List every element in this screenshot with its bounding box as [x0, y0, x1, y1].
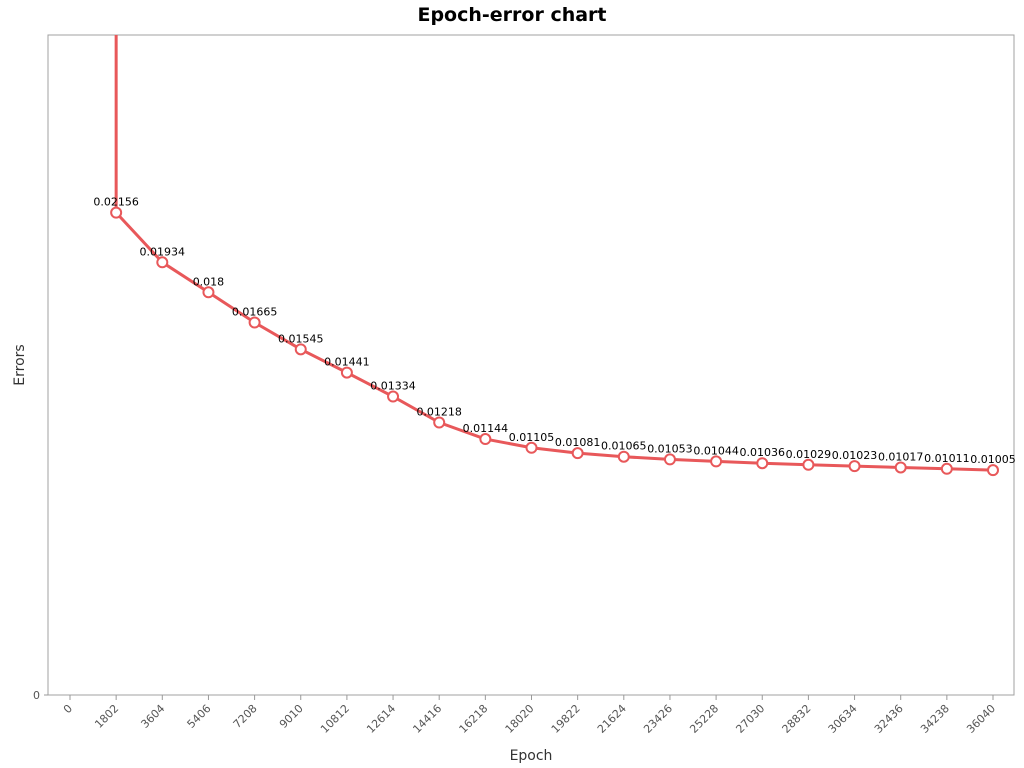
data-label: 0.01029: [786, 448, 832, 461]
x-tick-label: 0: [61, 702, 75, 716]
x-tick-label: 5406: [185, 702, 214, 731]
x-tick-label: 9010: [277, 702, 306, 731]
x-tick-label: 21624: [595, 702, 629, 736]
data-label: 0.01441: [324, 356, 370, 369]
data-label: 0.01665: [232, 305, 278, 318]
x-tick-label: 34238: [918, 702, 952, 736]
x-tick-label: 30634: [826, 702, 860, 736]
data-label: 0.01053: [647, 442, 693, 455]
chart-title: Epoch-error chart: [417, 4, 606, 26]
data-point: [848, 460, 861, 473]
data-point: [617, 450, 630, 463]
y-axis-ticks: 0: [33, 689, 48, 702]
data-point: [525, 441, 538, 454]
data-point: [571, 447, 584, 460]
data-point: [894, 461, 907, 474]
data-label: 0.01036: [740, 446, 786, 459]
x-tick-label: 1802: [92, 702, 121, 731]
data-label: 0.01545: [278, 332, 324, 345]
x-tick-label: 3604: [138, 702, 167, 731]
data-label: 0.01218: [416, 405, 462, 418]
data-point: [387, 390, 400, 403]
x-tick-label: 18020: [503, 702, 537, 736]
data-point: [202, 286, 215, 299]
x-axis-label: Epoch: [510, 748, 553, 764]
data-label: 0.01144: [463, 422, 509, 435]
data-point: [987, 464, 999, 477]
plot-area: [47, 34, 1015, 696]
data-labels-group: 0.02156 0.01934 0.018 0.01665 0.015450.01441…: [93, 196, 1015, 467]
data-point: [248, 316, 261, 329]
x-tick-label: 12614: [364, 702, 398, 736]
x-axis-ticks: 0 1802 3604 5406 7208 9010 10812 12614 14416 1621…: [61, 695, 998, 736]
data-point: [479, 433, 492, 446]
data-label: 0.01023: [832, 449, 878, 462]
data-point: [663, 453, 676, 466]
x-tick-label: 28832: [780, 702, 814, 736]
x-tick-label: 14416: [410, 702, 444, 736]
data-label: 0.01334: [370, 380, 416, 393]
points-group: [110, 206, 999, 477]
data-label: 0.01011: [924, 452, 970, 465]
data-label: 0.01934: [140, 245, 186, 258]
data-point: [156, 256, 169, 269]
y-tick-label: 0: [33, 689, 40, 702]
y-axis-label: Errors: [12, 344, 28, 385]
x-tick-label: 23426: [641, 702, 675, 736]
data-point: [294, 343, 307, 356]
data-label: 0.01017: [878, 450, 924, 463]
data-label: 0.01065: [601, 440, 647, 453]
data-label: 0.01005: [970, 453, 1016, 466]
data-label: 0.018: [193, 275, 225, 288]
data-point: [940, 462, 953, 475]
data-label: 0.01105: [509, 431, 555, 444]
data-label: 0.01044: [693, 444, 739, 457]
data-point: [710, 455, 723, 468]
data-point: [110, 206, 123, 219]
data-point: [756, 457, 769, 470]
data-label: 0.02156: [93, 196, 139, 209]
data-point: [802, 458, 815, 471]
x-tick-label: 19822: [549, 702, 583, 736]
x-tick-label: 25228: [687, 702, 721, 736]
x-tick-label: 10812: [318, 702, 352, 736]
x-tick-label: 27030: [733, 702, 767, 736]
data-label: 0.01081: [555, 436, 601, 449]
x-tick-label: 36040: [964, 702, 998, 736]
x-tick-label: 32436: [872, 702, 906, 736]
x-tick-label: 7208: [231, 702, 260, 731]
x-tick-label: 16218: [457, 702, 491, 736]
data-point: [340, 366, 353, 379]
data-point: [433, 416, 446, 429]
